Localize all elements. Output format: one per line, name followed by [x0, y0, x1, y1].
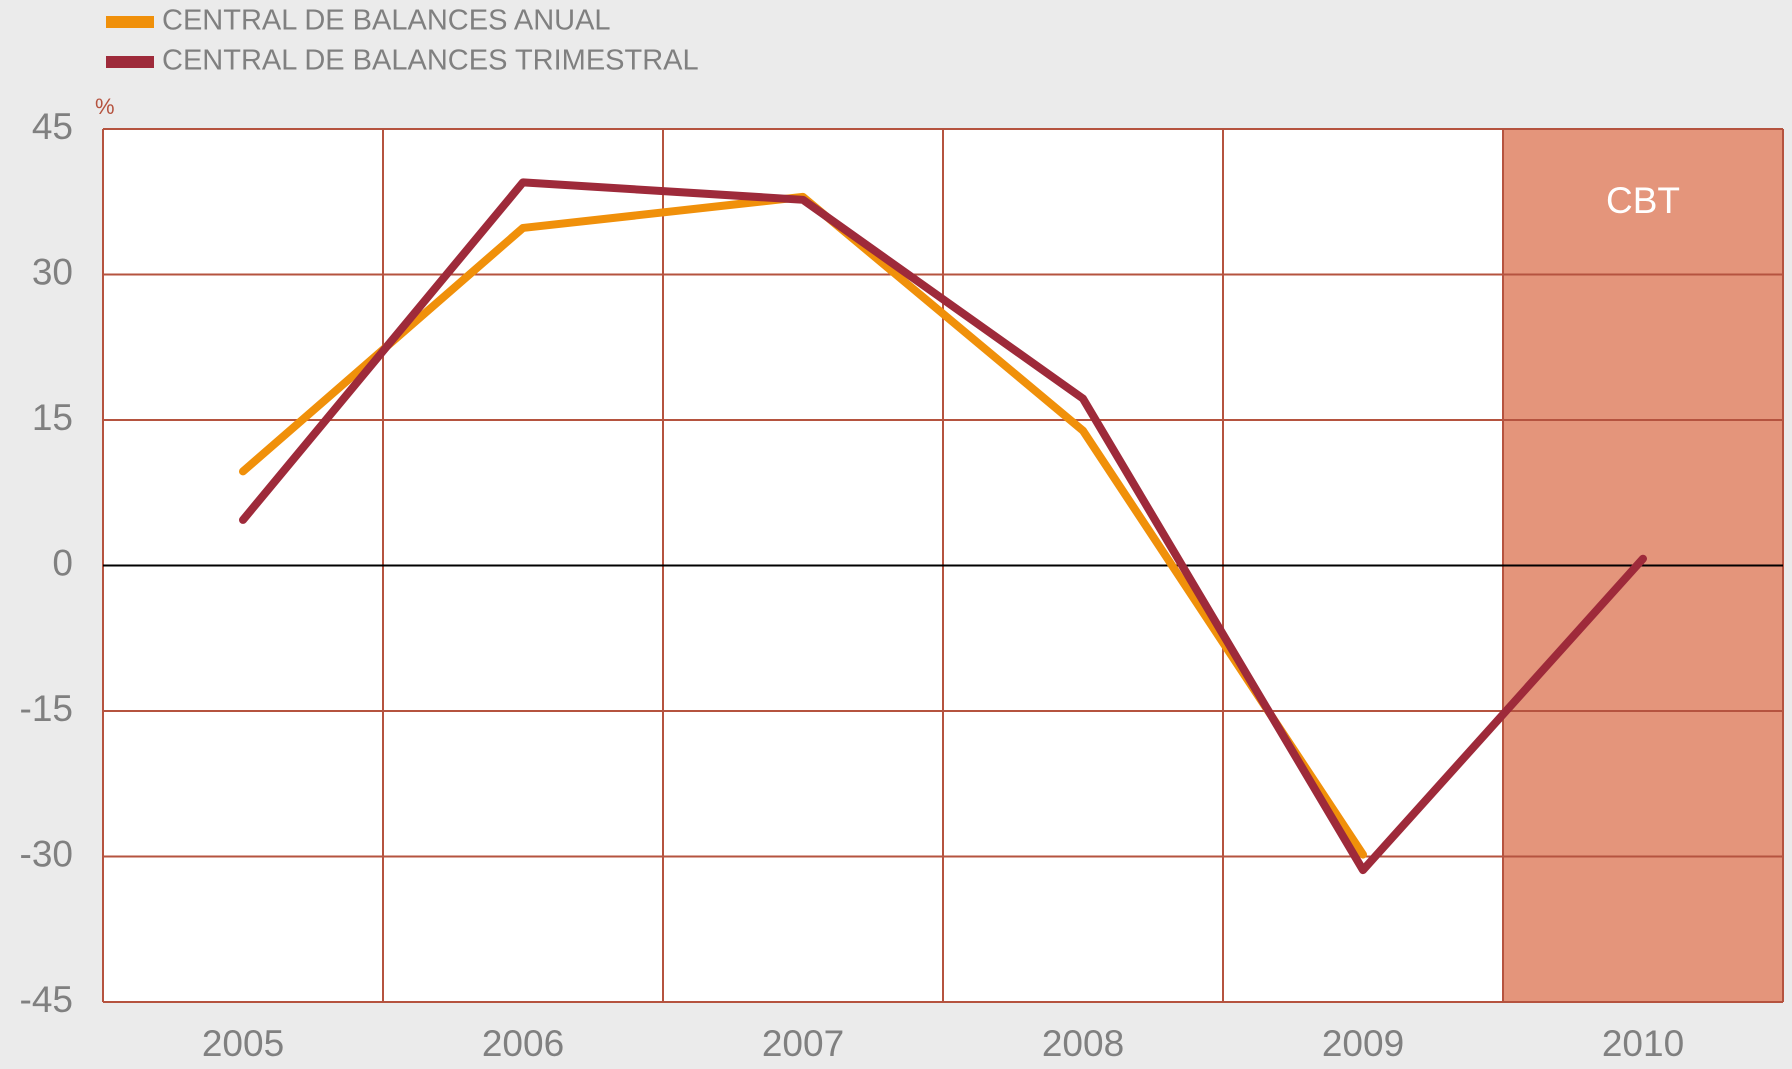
- y-tick-label: -15: [20, 688, 73, 729]
- legend-label: CENTRAL DE BALANCES TRIMESTRAL: [162, 45, 699, 77]
- x-tick-label: 2006: [482, 1023, 564, 1064]
- line-series: [239, 178, 1647, 875]
- y-unit: %: [95, 94, 115, 119]
- y-tick-label: 15: [32, 397, 73, 438]
- y-tick-label: 30: [32, 251, 73, 292]
- legend-swatch: [106, 56, 154, 68]
- x-tick-label: 2008: [1042, 1023, 1124, 1064]
- y-tick-label: -45: [20, 979, 73, 1020]
- y-tick-label: -30: [20, 833, 73, 874]
- legend-label: CENTRAL DE BALANCES ANUAL: [162, 5, 611, 37]
- x-tick-label: 2010: [1602, 1023, 1684, 1064]
- y-tick-label: 0: [52, 542, 73, 583]
- x-tick-label: 2009: [1322, 1023, 1404, 1064]
- x-tick-label: 2007: [762, 1023, 844, 1064]
- legend-swatch: [106, 16, 154, 28]
- shaded-region-label: CBT: [1606, 180, 1680, 221]
- y-tick-label: 45: [32, 106, 73, 147]
- x-tick-label: 2005: [202, 1023, 284, 1064]
